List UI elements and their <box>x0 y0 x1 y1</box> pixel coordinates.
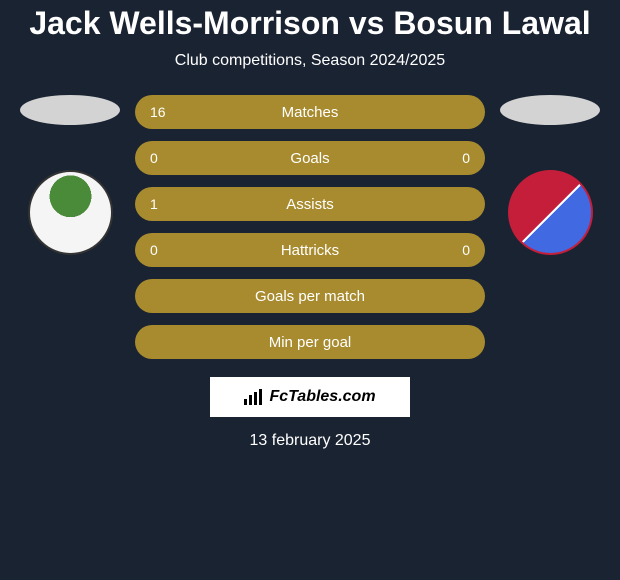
stat-value-left: 0 <box>150 150 158 166</box>
page-title: Jack Wells-Morrison vs Bosun Lawal <box>29 5 590 42</box>
left-oval-marker <box>20 95 120 125</box>
stat-label: Goals <box>290 150 329 167</box>
stat-value-right: 0 <box>462 242 470 258</box>
stat-bar-goals-per-match: Goals per match <box>135 279 485 313</box>
right-oval-marker <box>500 95 600 125</box>
right-team-crest <box>508 170 593 255</box>
fctables-label: FcTables.com <box>269 388 375 406</box>
stat-value-right: 0 <box>462 150 470 166</box>
stats-column: 16 Matches 0 Goals 0 1 Assists 0 Hattric… <box>135 95 485 359</box>
stat-bar-matches: 16 Matches <box>135 95 485 129</box>
stat-bar-min-per-goal: Min per goal <box>135 325 485 359</box>
page-subtitle: Club competitions, Season 2024/2025 <box>175 52 445 70</box>
left-team-crest <box>28 170 113 255</box>
stat-bar-assists: 1 Assists <box>135 187 485 221</box>
stat-label: Matches <box>282 104 339 121</box>
chart-icon <box>244 389 264 405</box>
fctables-badge: FcTables.com <box>210 377 410 417</box>
comparison-area: 16 Matches 0 Goals 0 1 Assists 0 Hattric… <box>0 95 620 359</box>
stat-bar-hattricks: 0 Hattricks 0 <box>135 233 485 267</box>
stat-value-left: 1 <box>150 196 158 212</box>
right-column <box>500 95 600 255</box>
stat-value-left: 16 <box>150 104 166 120</box>
stat-bar-goals: 0 Goals 0 <box>135 141 485 175</box>
stat-label: Hattricks <box>281 242 339 259</box>
stat-label: Assists <box>286 196 334 213</box>
stat-value-left: 0 <box>150 242 158 258</box>
stat-label: Goals per match <box>255 288 365 305</box>
left-column <box>20 95 120 255</box>
stat-label: Min per goal <box>269 334 352 351</box>
date-text: 13 february 2025 <box>250 432 371 450</box>
